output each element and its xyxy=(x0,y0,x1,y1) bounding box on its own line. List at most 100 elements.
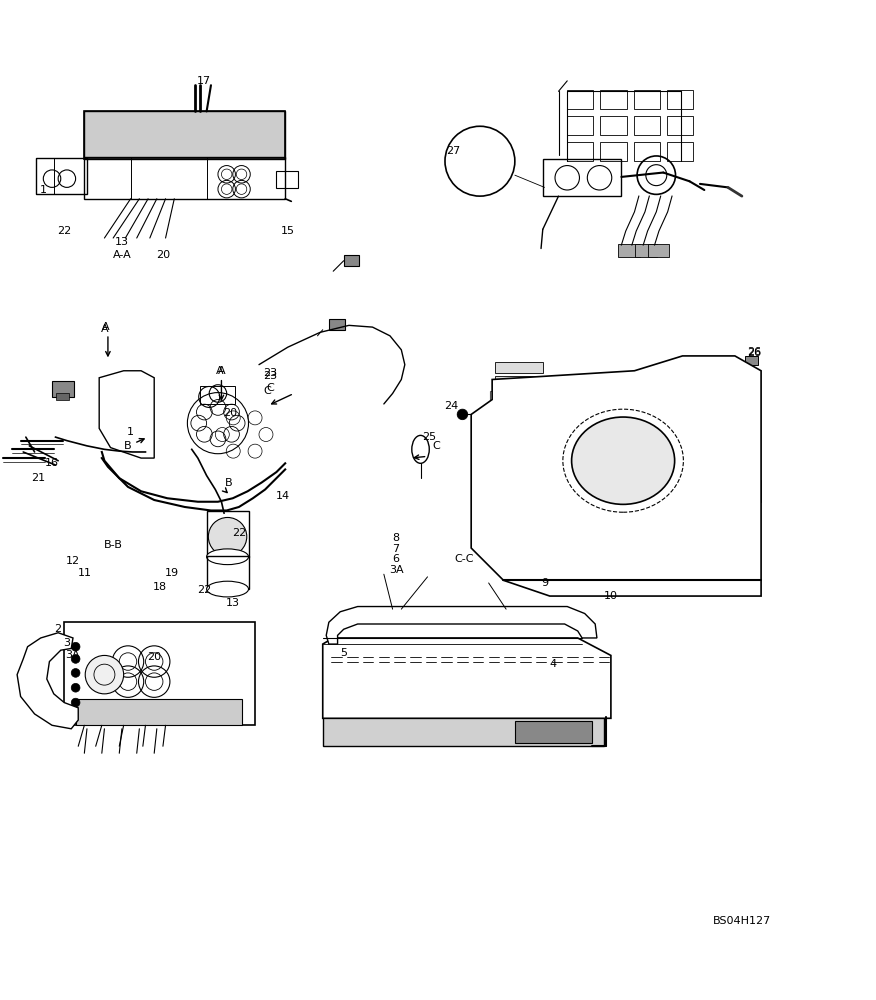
Bar xyxy=(568,90,593,109)
Bar xyxy=(75,699,242,725)
Text: 2: 2 xyxy=(54,624,61,634)
Ellipse shape xyxy=(572,417,675,504)
Ellipse shape xyxy=(412,435,429,463)
Text: 23: 23 xyxy=(264,368,278,378)
Circle shape xyxy=(328,648,337,657)
Bar xyxy=(495,376,543,386)
Bar xyxy=(633,142,660,161)
Text: 25: 25 xyxy=(422,432,436,442)
Circle shape xyxy=(71,683,80,692)
Bar xyxy=(647,244,669,257)
Bar xyxy=(464,144,473,149)
Bar xyxy=(207,511,249,557)
Bar xyxy=(131,157,208,199)
Polygon shape xyxy=(18,633,78,729)
Circle shape xyxy=(328,660,337,669)
Text: 21: 21 xyxy=(31,473,46,483)
Text: 3: 3 xyxy=(63,638,70,648)
Text: 9: 9 xyxy=(541,578,548,588)
Text: 14: 14 xyxy=(276,491,290,501)
Polygon shape xyxy=(326,607,597,644)
Text: 7: 7 xyxy=(392,544,399,554)
Circle shape xyxy=(85,655,124,694)
Bar xyxy=(36,158,53,194)
Circle shape xyxy=(457,409,468,420)
Text: 20: 20 xyxy=(147,652,161,662)
Text: 12: 12 xyxy=(66,556,80,566)
Circle shape xyxy=(208,517,247,556)
Bar xyxy=(84,157,286,199)
Bar xyxy=(84,111,286,159)
Bar xyxy=(207,556,249,589)
Text: 5: 5 xyxy=(340,648,347,658)
Text: 22: 22 xyxy=(57,226,71,236)
Ellipse shape xyxy=(207,549,249,565)
Bar xyxy=(543,159,621,196)
Text: 4: 4 xyxy=(550,659,557,669)
Bar xyxy=(64,622,255,725)
Bar xyxy=(495,404,543,414)
Text: 22: 22 xyxy=(197,585,211,595)
Circle shape xyxy=(328,683,337,692)
Text: 18: 18 xyxy=(153,582,167,592)
Bar xyxy=(84,111,286,159)
Text: 6: 6 xyxy=(392,554,399,564)
Bar xyxy=(600,116,626,135)
Bar xyxy=(742,480,761,502)
Circle shape xyxy=(547,442,577,474)
Text: 13: 13 xyxy=(226,598,240,608)
Polygon shape xyxy=(322,638,611,718)
Circle shape xyxy=(328,672,337,681)
Text: 16: 16 xyxy=(45,458,59,468)
Text: C-C: C-C xyxy=(455,554,474,564)
Polygon shape xyxy=(99,371,154,458)
Circle shape xyxy=(445,126,515,196)
Text: BS04H127: BS04H127 xyxy=(713,916,772,926)
Text: B-B: B-B xyxy=(103,540,123,550)
Circle shape xyxy=(71,655,80,663)
Text: C: C xyxy=(266,383,274,393)
Bar xyxy=(633,116,660,135)
Text: 3A: 3A xyxy=(389,565,403,575)
Bar xyxy=(635,244,657,257)
Bar xyxy=(464,166,491,172)
Circle shape xyxy=(328,705,337,714)
Text: 20: 20 xyxy=(223,408,237,418)
Text: A: A xyxy=(217,366,225,376)
Text: 26: 26 xyxy=(747,348,761,358)
Bar xyxy=(495,362,543,373)
Bar xyxy=(667,116,693,135)
Bar xyxy=(491,391,722,544)
Bar xyxy=(464,151,477,156)
Text: C: C xyxy=(264,386,272,396)
Bar xyxy=(600,90,626,109)
Text: 24: 24 xyxy=(444,401,458,411)
Polygon shape xyxy=(471,356,761,596)
Text: 1: 1 xyxy=(127,427,134,437)
Bar xyxy=(328,319,344,330)
Bar xyxy=(52,381,74,397)
Bar xyxy=(201,386,236,404)
Text: 1: 1 xyxy=(39,185,46,195)
Text: A: A xyxy=(215,366,223,376)
Bar xyxy=(667,90,693,109)
Bar xyxy=(618,244,639,257)
Text: A: A xyxy=(102,322,110,332)
Circle shape xyxy=(71,669,80,677)
Text: 17: 17 xyxy=(197,76,211,86)
Text: 8: 8 xyxy=(392,533,399,543)
Text: A-A: A-A xyxy=(112,250,131,260)
Text: C: C xyxy=(433,441,440,451)
Circle shape xyxy=(328,695,337,703)
Text: 3A: 3A xyxy=(66,650,81,660)
Bar xyxy=(633,90,660,109)
Text: A: A xyxy=(101,324,109,334)
Text: 19: 19 xyxy=(165,568,179,578)
Bar xyxy=(322,716,604,746)
Bar xyxy=(277,171,299,188)
Circle shape xyxy=(71,698,80,707)
Bar xyxy=(568,116,593,135)
Text: 10: 10 xyxy=(604,591,618,601)
Bar xyxy=(343,255,359,266)
Ellipse shape xyxy=(207,581,249,597)
